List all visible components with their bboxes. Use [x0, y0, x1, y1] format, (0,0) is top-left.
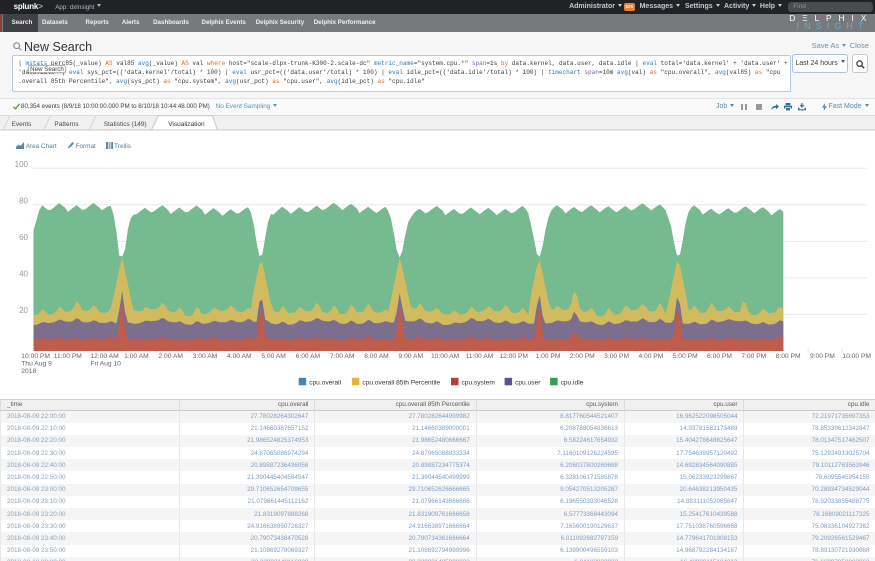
svg-text:7:00 PM: 7:00 PM [741, 353, 766, 360]
svg-text:Statistics (149): Statistics (149) [104, 121, 147, 128]
svg-text:7:00 AM: 7:00 AM [330, 353, 355, 360]
svg-text:cpu.user: cpu.user [515, 380, 541, 387]
svg-text:5:00 PM: 5:00 PM [673, 353, 698, 360]
svg-text:100: 100 [15, 160, 29, 169]
svg-text:6:00 AM: 6:00 AM [296, 353, 321, 360]
svg-text:80: 80 [19, 197, 28, 206]
svg-text:Fri Aug 10: Fri Aug 10 [90, 361, 121, 368]
svg-text:12:00 PM: 12:00 PM [499, 353, 528, 360]
svg-text:11:00 AM: 11:00 AM [466, 353, 494, 360]
svg-text:Patterns: Patterns [54, 121, 79, 128]
svg-text:40: 40 [19, 270, 28, 279]
svg-text:cpu.system: cpu.system [462, 380, 496, 387]
svg-text:2:00 PM: 2:00 PM [570, 353, 595, 360]
svg-text:3:00 PM: 3:00 PM [604, 353, 629, 360]
svg-text:8:00 AM: 8:00 AM [364, 353, 389, 360]
svg-text:cpu.overall: cpu.overall [309, 380, 341, 387]
svg-text:3:00 AM: 3:00 AM [193, 353, 218, 360]
svg-text:5:00 AM: 5:00 AM [261, 353, 286, 360]
svg-text:10:00 PM: 10:00 PM [21, 353, 50, 360]
svg-text:cpu.idle: cpu.idle [561, 380, 584, 387]
svg-text:60: 60 [19, 233, 28, 242]
svg-text:9:00 PM: 9:00 PM [810, 353, 835, 360]
svg-text:12:00 AM: 12:00 AM [90, 353, 119, 360]
svg-text:Visualization: Visualization [168, 121, 205, 128]
svg-text:20: 20 [19, 306, 28, 315]
svg-text:4:00 AM: 4:00 AM [227, 353, 252, 360]
svg-text:11:00 PM: 11:00 PM [54, 353, 83, 360]
svg-text:Thu Aug 9: Thu Aug 9 [21, 361, 52, 368]
svg-text:10:00 AM: 10:00 AM [431, 353, 460, 360]
svg-text:10:00 PM: 10:00 PM [842, 353, 871, 360]
svg-text:cpu.overall 85th Percentile: cpu.overall 85th Percentile [362, 380, 440, 387]
svg-text:1:00 PM: 1:00 PM [536, 353, 561, 360]
svg-text:1:00 AM: 1:00 AM [124, 353, 149, 360]
svg-text:2018: 2018 [21, 368, 36, 375]
svg-text:9:00 AM: 9:00 AM [399, 353, 424, 360]
svg-text:4:00 PM: 4:00 PM [638, 353, 663, 360]
svg-text:Events: Events [12, 121, 33, 128]
svg-text:6:00 PM: 6:00 PM [707, 353, 732, 360]
svg-text:2:00 AM: 2:00 AM [158, 353, 183, 360]
svg-text:8:00 PM: 8:00 PM [776, 353, 801, 360]
